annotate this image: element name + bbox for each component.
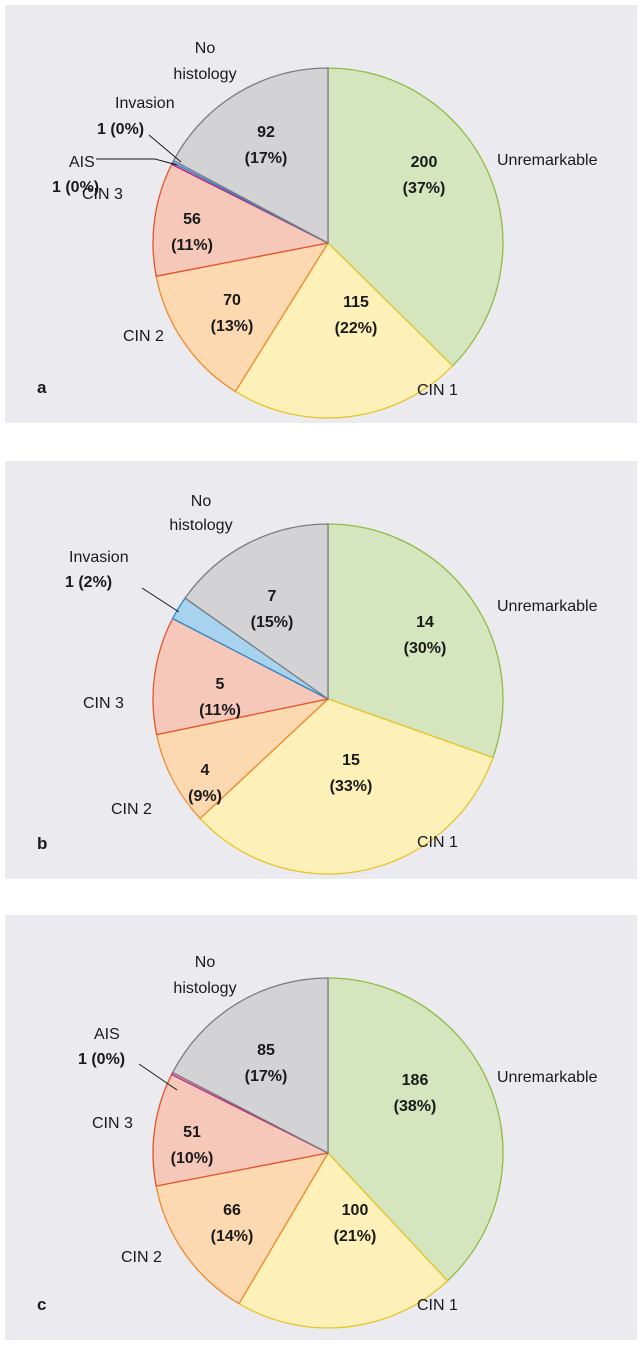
value-label-cin-3: 5 bbox=[216, 676, 225, 693]
category-label-no-histology: histology bbox=[173, 980, 236, 997]
pie-slice-unremarkable bbox=[327, 67, 504, 367]
value-label-cin-1: 115 bbox=[343, 294, 369, 311]
value-label-unremarkable: 200 bbox=[411, 154, 438, 171]
leader-line-ais bbox=[138, 1063, 178, 1091]
pie-slice-unremarkable bbox=[327, 523, 504, 759]
category-label-cin-1: CIN 1 bbox=[417, 834, 458, 851]
percent-label-cin-1: (33%) bbox=[330, 778, 373, 795]
category-label-unremarkable: Unremarkable bbox=[497, 1069, 598, 1086]
value-label-no-histology: 7 bbox=[268, 588, 277, 605]
pie-slices bbox=[152, 977, 504, 1329]
pie-slice-cin-1 bbox=[199, 698, 494, 875]
percent-label-cin-1: (22%) bbox=[335, 320, 378, 337]
category-label-no-histology: No bbox=[195, 40, 216, 57]
pie-slice-cin-1 bbox=[234, 242, 454, 419]
percent-label-cin-2: (9%) bbox=[188, 788, 222, 805]
leader-line-ais bbox=[96, 158, 178, 166]
pie-slice-cin-3 bbox=[152, 163, 329, 277]
value-label-unremarkable: 186 bbox=[402, 1072, 429, 1089]
value-label-no-histology: 92 bbox=[257, 124, 275, 141]
category-label-cin-2: CIN 2 bbox=[111, 801, 152, 818]
pie-labels: 200 (37%) Unremarkable 115 (22%) CIN 1 70 (13%)… bbox=[37, 40, 598, 399]
pie-slice-no-histology bbox=[184, 523, 329, 700]
pie-slice-cin-2 bbox=[155, 1152, 329, 1305]
category-label-cin-2: CIN 2 bbox=[123, 328, 164, 345]
value-label-invasion: 1 (0%) bbox=[97, 121, 144, 138]
percent-label-cin-2: (13%) bbox=[211, 318, 254, 335]
value-label-cin-1: 15 bbox=[342, 752, 360, 769]
category-label-cin-3: CIN 3 bbox=[83, 695, 124, 712]
percent-label-no-histology: (17%) bbox=[245, 150, 288, 167]
pie-slice-cin-2 bbox=[155, 242, 329, 393]
panel-label: a bbox=[37, 378, 47, 397]
pie-chart-b: 14 (30%) Unremarkable 15 (33%) CIN 1 4 (9%) CIN … bbox=[37, 493, 598, 875]
percent-label-cin-3: (11%) bbox=[171, 237, 213, 254]
value-label-unremarkable: 14 bbox=[416, 614, 434, 631]
percent-label-no-histology: (15%) bbox=[251, 614, 294, 631]
leader-line-invasion bbox=[141, 587, 180, 613]
category-label-invasion: Invasion bbox=[69, 549, 129, 566]
pie-labels: 14 (30%) Unremarkable 15 (33%) CIN 1 4 (9%) CIN … bbox=[37, 493, 598, 853]
leader-line-invasion bbox=[148, 134, 182, 163]
percent-label-cin-3: (11%) bbox=[199, 702, 241, 719]
category-label-cin-3: CIN 3 bbox=[92, 1115, 133, 1132]
pie-panel-a: 200 (37%) Unremarkable 115 (22%) CIN 1 70 (13%)… bbox=[5, 5, 637, 423]
value-label-cin-2: 66 bbox=[223, 1202, 241, 1219]
pie-slice-cin-3 bbox=[152, 1073, 329, 1187]
pie-chart-a: 200 (37%) Unremarkable 115 (22%) CIN 1 70 (13%)… bbox=[37, 40, 598, 419]
panel-label: b bbox=[37, 834, 47, 853]
pie-slices bbox=[152, 523, 504, 875]
pie-panel-b: 14 (30%) Unremarkable 15 (33%) CIN 1 4 (9%) CIN … bbox=[5, 461, 637, 879]
pie-slice-no-histology bbox=[172, 67, 329, 244]
value-label-cin-3: 56 bbox=[183, 211, 201, 228]
pie-slices bbox=[152, 67, 504, 419]
category-label-cin-1: CIN 1 bbox=[417, 382, 458, 399]
pie-slice-cin-3 bbox=[152, 617, 329, 736]
category-label-cin-3: CIN 3 bbox=[82, 186, 123, 203]
category-label-invasion: Invasion bbox=[115, 95, 175, 112]
category-label-no-histology: histology bbox=[173, 66, 236, 83]
pie-chart-c: 186 (38%) Unremarkable 100 (21%) CIN 1 66 (14%)… bbox=[37, 954, 598, 1329]
percent-label-cin-1: (21%) bbox=[334, 1228, 377, 1245]
category-label-no-histology: No bbox=[195, 954, 216, 971]
value-label-cin-3: 51 bbox=[183, 1124, 201, 1141]
pie-slice-unremarkable bbox=[327, 977, 504, 1282]
pie-panel-c: 186 (38%) Unremarkable 100 (21%) CIN 1 66 (14%)… bbox=[5, 915, 637, 1340]
category-label-cin-1: CIN 1 bbox=[417, 1297, 458, 1314]
percent-label-unremarkable: (30%) bbox=[404, 640, 447, 657]
category-label-unremarkable: Unremarkable bbox=[497, 598, 598, 615]
category-label-no-histology: histology bbox=[169, 517, 232, 534]
value-label-ais: 1 (0%) bbox=[78, 1051, 125, 1068]
value-label-ais: 1 (0%) bbox=[52, 179, 99, 196]
pie-slice-cin-1 bbox=[238, 1152, 449, 1329]
value-label-no-histology: 85 bbox=[257, 1042, 275, 1059]
value-label-cin-2: 4 bbox=[201, 762, 210, 779]
percent-label-unremarkable: (37%) bbox=[403, 180, 446, 197]
category-label-ais: AIS bbox=[69, 154, 95, 171]
percent-label-cin-2: (14%) bbox=[211, 1228, 254, 1245]
panel-label: c bbox=[37, 1295, 46, 1314]
category-label-no-histology: No bbox=[191, 493, 212, 510]
value-label-cin-1: 100 bbox=[342, 1202, 369, 1219]
percent-label-unremarkable: (38%) bbox=[394, 1098, 437, 1115]
category-label-ais: AIS bbox=[94, 1026, 120, 1043]
pie-slice-no-histology bbox=[172, 977, 329, 1154]
category-label-cin-2: CIN 2 bbox=[121, 1249, 162, 1266]
pie-labels: 186 (38%) Unremarkable 100 (21%) CIN 1 66 (14%)… bbox=[37, 954, 598, 1314]
pie-slice-cin-2 bbox=[156, 698, 329, 820]
percent-label-no-histology: (17%) bbox=[245, 1068, 288, 1085]
value-label-invasion: 1 (2%) bbox=[65, 574, 112, 591]
value-label-cin-2: 70 bbox=[223, 292, 241, 309]
category-label-unremarkable: Unremarkable bbox=[497, 152, 598, 169]
percent-label-cin-3: (10%) bbox=[171, 1150, 214, 1167]
